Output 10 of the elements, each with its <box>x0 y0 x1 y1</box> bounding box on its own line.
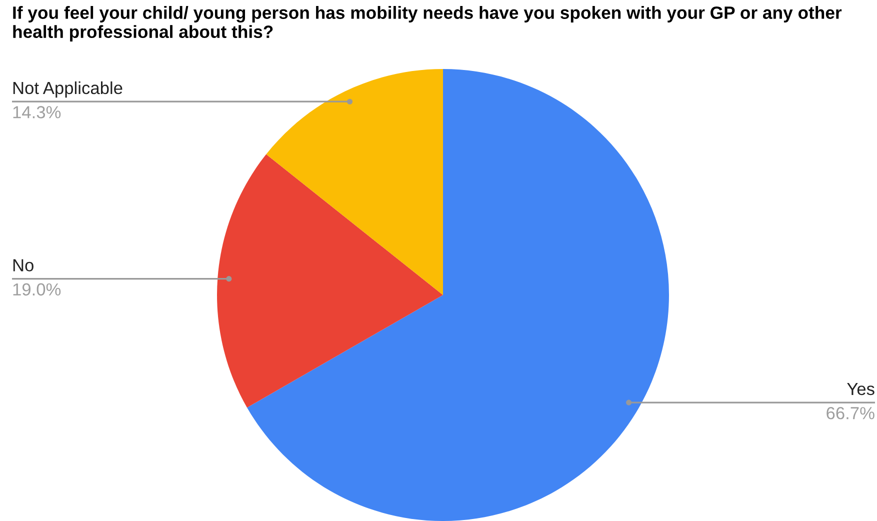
slice-label: No <box>13 259 34 272</box>
pie-slice <box>217 154 443 408</box>
chart-title: If you feel your child/ young person has mobility needs have you spoken with your GP or any other health professional about this? <box>13 6 842 42</box>
data-label: 14.3% <box>13 106 61 118</box>
data-label: 19.0% <box>13 283 61 296</box>
slice-label: Yes <box>847 383 874 396</box>
slice-label: Not Applicable <box>13 81 122 98</box>
pie-slice <box>247 69 669 521</box>
pie-slice <box>266 69 443 295</box>
data-label: 66.7% <box>826 407 874 420</box>
